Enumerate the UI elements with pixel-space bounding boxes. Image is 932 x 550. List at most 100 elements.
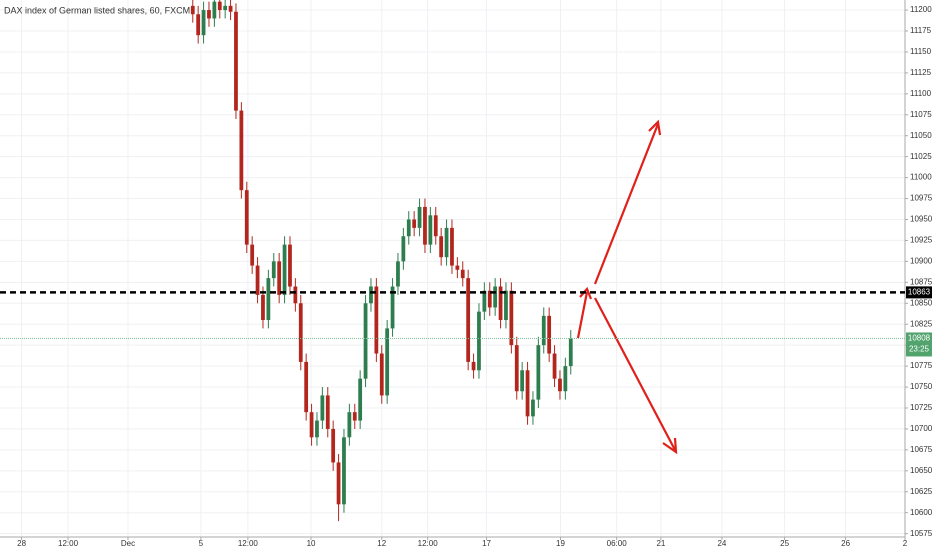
candle-body	[309, 412, 314, 438]
candle-body	[471, 361, 476, 371]
y-tick-label: 11150	[910, 47, 932, 56]
candle-body	[255, 265, 260, 295]
candle-body	[460, 269, 465, 279]
candle-body	[347, 412, 352, 438]
candle-body	[536, 345, 541, 400]
y-tick-label: 10650	[910, 466, 932, 475]
level-label-box	[906, 286, 932, 299]
last-price-box	[906, 332, 932, 357]
y-tick-label: 10700	[910, 424, 932, 433]
candle-body	[352, 412, 357, 421]
candle-body	[277, 261, 282, 295]
candle-body	[444, 227, 449, 258]
candle-body	[336, 462, 341, 505]
y-tick-label: 10825	[910, 319, 932, 328]
x-tick-label: 25	[780, 539, 789, 548]
candle-body	[520, 370, 525, 392]
x-tick-label: 12	[377, 539, 386, 548]
y-tick-label: 10750	[910, 382, 932, 391]
x-tick-label: 21	[656, 539, 665, 548]
candle-body	[477, 311, 481, 371]
candle-body	[552, 353, 557, 379]
candle-body	[217, 1, 222, 11]
y-tick-label: 11000	[910, 173, 932, 182]
y-tick-label: 11050	[910, 131, 932, 140]
y-tick-label: 11200	[910, 5, 932, 14]
candle-body	[250, 244, 255, 266]
x-tick-label: 28	[17, 539, 26, 548]
candle-body	[417, 206, 422, 228]
countdown-label: 23:25	[909, 345, 930, 354]
candle-body	[293, 286, 298, 304]
candle-body	[406, 219, 411, 237]
candle-body	[525, 370, 530, 417]
y-tick-label: 11025	[910, 152, 932, 161]
candle-body	[547, 315, 552, 354]
candle-body	[201, 10, 206, 36]
arrow-head	[662, 437, 678, 455]
candle-body	[428, 215, 433, 245]
candle-body	[374, 286, 379, 354]
arrow	[593, 123, 660, 285]
candle-body	[504, 290, 508, 321]
x-tick-label: 24	[717, 539, 726, 548]
chart-title: DAX index of German listed shares, 60, F…	[4, 5, 190, 15]
candle-body	[558, 378, 562, 392]
y-tick-label: 10975	[910, 194, 932, 203]
candle-body	[487, 290, 492, 308]
candle-body	[509, 290, 514, 346]
candle-body	[320, 395, 325, 421]
y-tick-label: 10625	[910, 487, 932, 496]
candle-body	[423, 206, 427, 245]
x-tick-label: 2	[903, 539, 908, 548]
arrow	[594, 297, 676, 451]
x-tick-label: 19	[556, 539, 565, 548]
candle-body	[514, 345, 519, 392]
candle-body	[482, 290, 487, 312]
candle-body	[190, 5, 195, 15]
x-tick-label: Dec	[121, 539, 135, 548]
x-tick-label: 26	[841, 539, 850, 548]
candle-body	[455, 265, 460, 270]
y-tick-label: 11125	[910, 68, 932, 77]
candle-body	[493, 286, 498, 308]
y-tick-label: 10725	[910, 403, 932, 412]
candle-body	[266, 278, 271, 321]
candle-body	[396, 261, 400, 287]
y-tick-label: 11175	[910, 26, 932, 35]
candle-body	[342, 437, 346, 505]
y-tick-label: 10850	[910, 298, 932, 307]
y-tick-label: 10575	[910, 529, 932, 538]
y-tick-label: 10675	[910, 445, 932, 454]
candle-body	[282, 244, 287, 295]
y-tick-label: 10875	[910, 277, 932, 286]
candle-body	[498, 286, 503, 321]
candle-body	[196, 14, 201, 36]
candle-body	[385, 328, 390, 396]
candle-body	[271, 261, 276, 279]
candle-body	[212, 1, 217, 19]
x-tick-label: 5	[199, 539, 204, 548]
candle-body	[228, 5, 233, 12]
y-tick-label: 10950	[910, 215, 932, 224]
candle-body	[568, 338, 573, 367]
candle-body	[325, 395, 330, 429]
y-tick-label: 11100	[910, 89, 932, 98]
candles	[190, 0, 573, 522]
arrow	[576, 291, 589, 339]
candle-body	[244, 190, 249, 245]
x-tick-label: 17	[482, 539, 491, 548]
candle-body	[363, 303, 368, 379]
candle-body	[401, 236, 406, 262]
candle-body	[207, 10, 211, 19]
candle-body	[450, 227, 454, 266]
arrow-head	[579, 286, 593, 300]
y-tick-label: 10900	[910, 256, 932, 265]
candle-body	[379, 353, 384, 396]
x-tick-label: 12:00	[418, 539, 439, 548]
candle-body	[531, 399, 535, 417]
candle-body	[439, 236, 444, 258]
candle-body	[433, 215, 438, 237]
candle-body	[234, 11, 238, 111]
